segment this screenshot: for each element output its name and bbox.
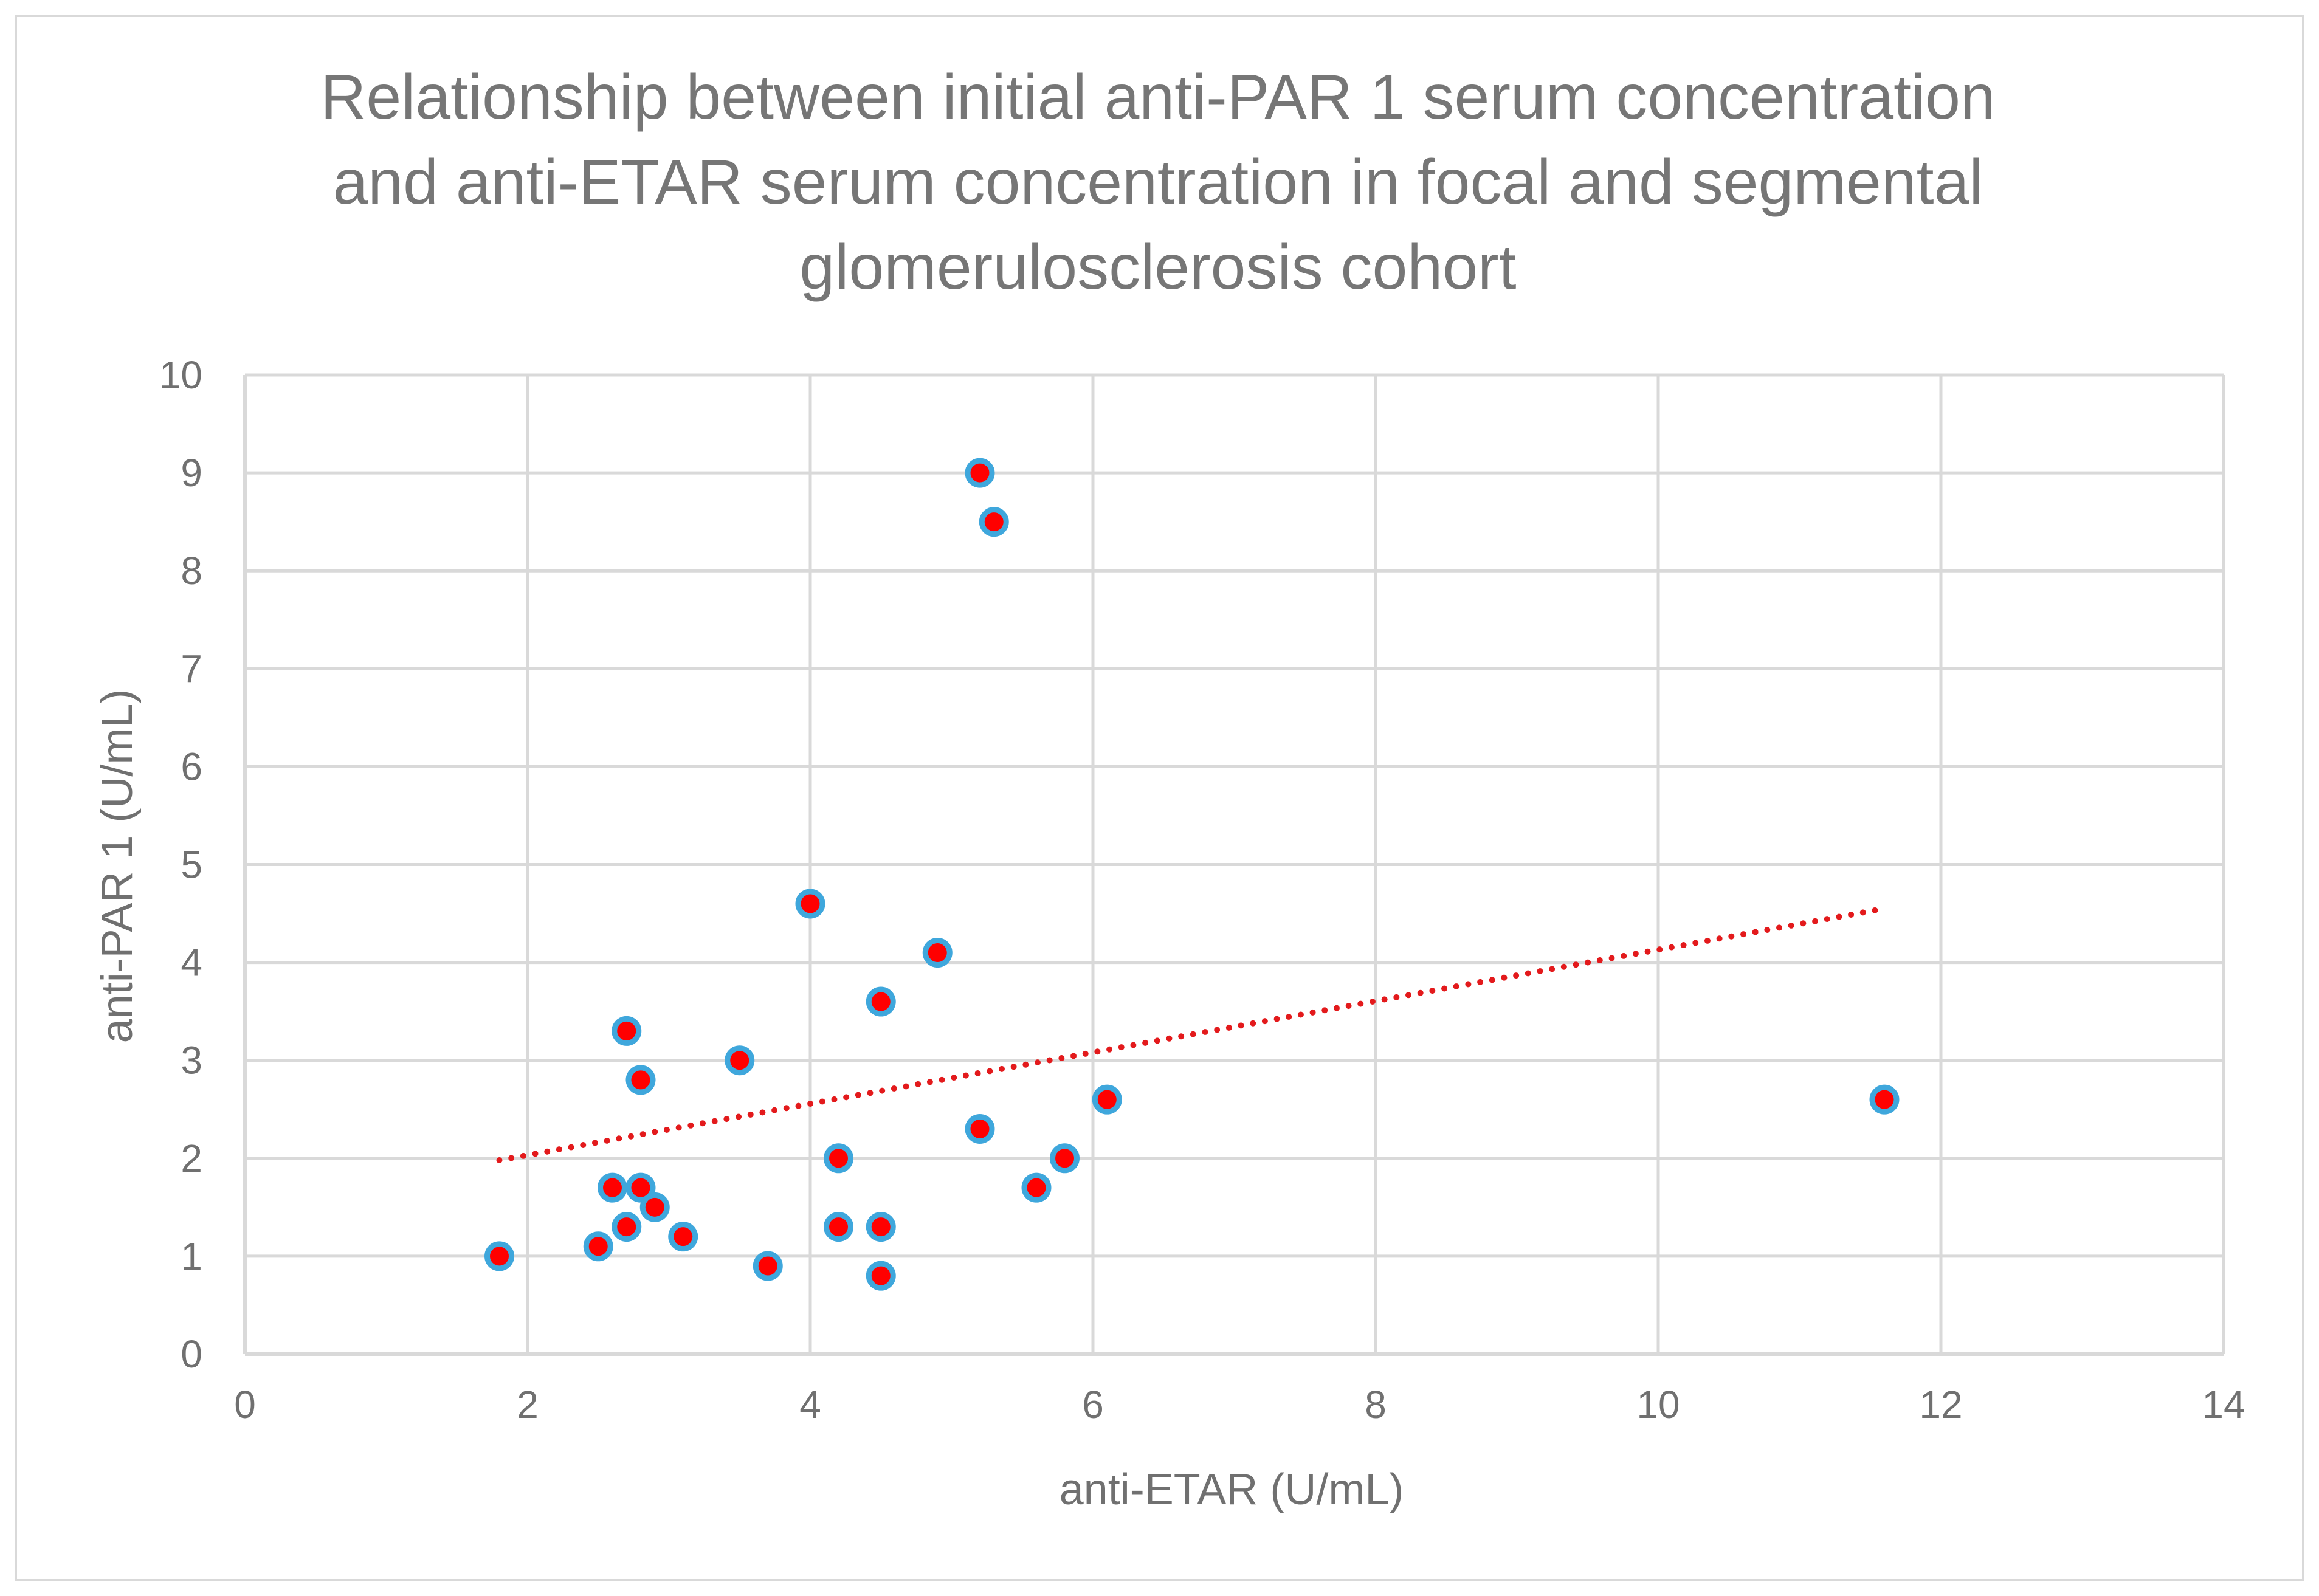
data-point (795, 889, 825, 919)
data-point (965, 1113, 995, 1144)
x-tick-label: 4 (799, 1383, 821, 1426)
data-point (725, 1045, 755, 1076)
y-tick-label: 6 (181, 745, 202, 788)
data-point (1021, 1172, 1052, 1203)
x-tick-label: 0 (234, 1383, 256, 1426)
chart-title-line-1: Relationship between initial anti-PAR 1 … (320, 62, 1996, 132)
chart-title-line-3: glomerulosclerosis cohort (799, 232, 1516, 303)
data-point (866, 1261, 896, 1291)
y-tick-label: 2 (181, 1137, 202, 1180)
x-tick-label: 2 (517, 1383, 539, 1426)
data-point (866, 986, 896, 1017)
y-tick-label: 5 (181, 843, 202, 887)
data-point (625, 1065, 656, 1095)
data-point (824, 1143, 853, 1174)
data-point (583, 1231, 613, 1262)
x-tick-label: 14 (2202, 1383, 2245, 1426)
y-tick-label: 10 (159, 353, 202, 397)
y-tick-label: 7 (181, 647, 202, 690)
data-point (1050, 1143, 1080, 1174)
data-point (484, 1241, 514, 1271)
data-point (824, 1212, 853, 1242)
data-point (979, 507, 1009, 537)
chart-frame (15, 15, 2304, 1581)
data-point (1869, 1084, 1900, 1115)
x-tick-label: 10 (1636, 1383, 1680, 1426)
data-point (625, 1172, 656, 1203)
chart-title-line-2: and anti-ETAR serum concentration in foc… (333, 147, 1983, 218)
y-axis-label: anti-PAR 1 (U/mL) (93, 689, 142, 1044)
data-point (598, 1172, 627, 1203)
data-point (866, 1212, 896, 1242)
trendline (496, 905, 1887, 1164)
x-tick-label: 12 (1919, 1383, 1962, 1426)
y-tick-label: 1 (181, 1234, 202, 1278)
y-tick-label: 0 (181, 1332, 202, 1376)
data-point (1092, 1084, 1122, 1115)
trendline-layer (496, 905, 1887, 1164)
x-tick-label: 8 (1365, 1383, 1387, 1426)
data-point (753, 1251, 783, 1281)
data-point (639, 1192, 670, 1222)
data-point (612, 1016, 642, 1046)
grid-lines (245, 373, 2225, 1354)
data-point (965, 458, 995, 488)
data-point (922, 937, 953, 968)
chart-title: Relationship between initial anti-PAR 1 … (320, 62, 1996, 303)
x-tick-label: 6 (1082, 1383, 1104, 1426)
axes (243, 375, 2224, 1356)
data-points (484, 458, 1900, 1291)
data-point (668, 1222, 698, 1252)
x-axis-label: anti-ETAR (U/mL) (1060, 1465, 1404, 1514)
y-tick-label: 8 (181, 549, 202, 593)
y-tick-label: 3 (181, 1039, 202, 1082)
y-tick-label: 9 (181, 451, 202, 495)
y-tick-label: 4 (181, 941, 202, 985)
data-point (612, 1212, 642, 1242)
